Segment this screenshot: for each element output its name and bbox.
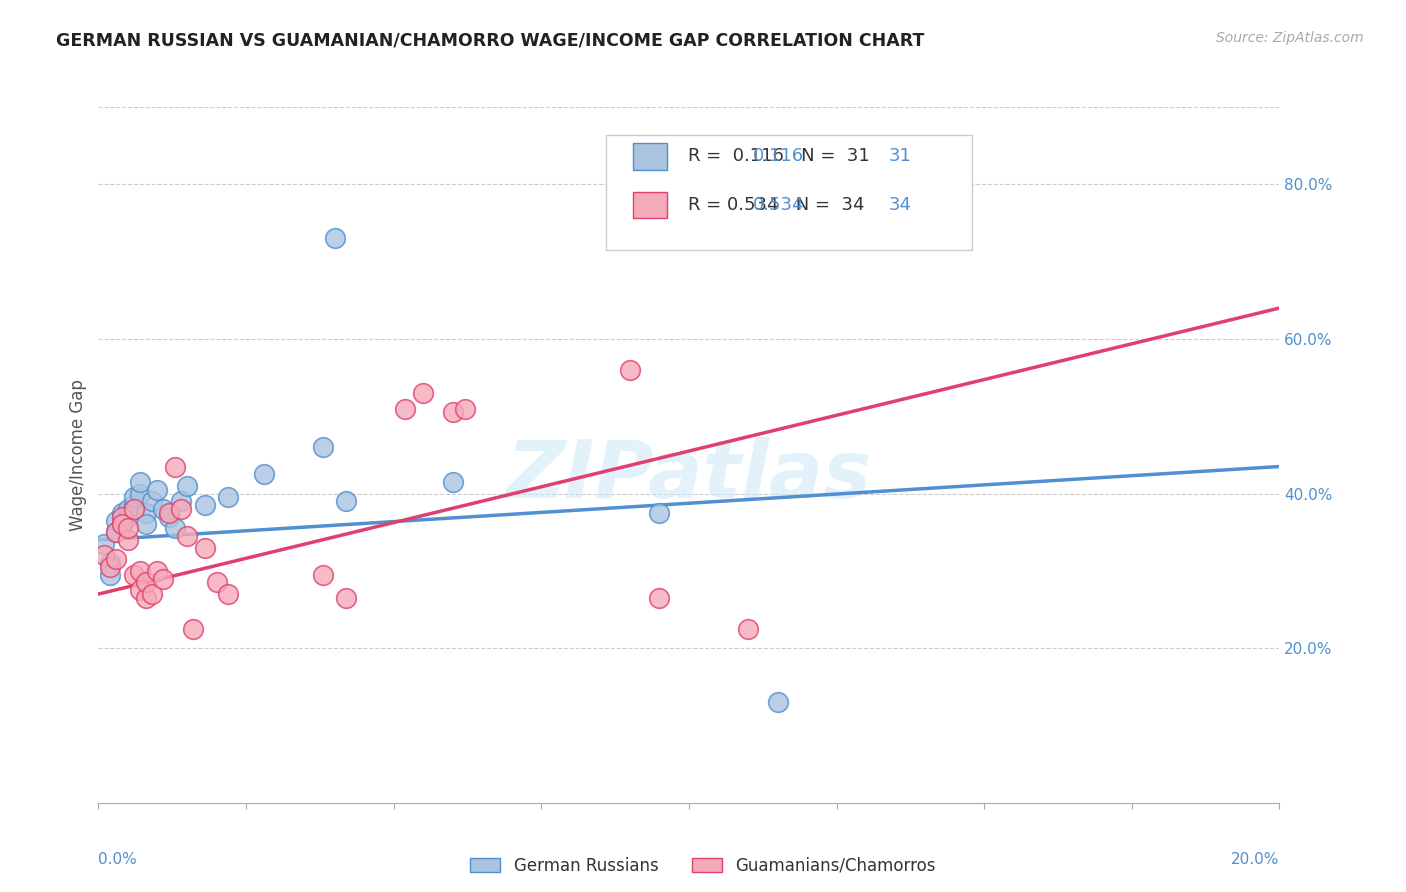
Point bbox=[441, 405, 464, 419]
Point bbox=[141, 494, 163, 508]
Point bbox=[737, 622, 759, 636]
Text: 34: 34 bbox=[889, 196, 911, 214]
Point bbox=[105, 514, 128, 528]
Point bbox=[170, 502, 193, 516]
Point bbox=[98, 567, 121, 582]
Point bbox=[176, 479, 198, 493]
Point bbox=[335, 494, 357, 508]
Point bbox=[135, 591, 157, 605]
Y-axis label: Wage/Income Gap: Wage/Income Gap bbox=[69, 379, 87, 531]
Point bbox=[394, 401, 416, 416]
Point bbox=[146, 564, 169, 578]
Point bbox=[122, 567, 145, 582]
Point bbox=[194, 541, 217, 555]
Point bbox=[170, 494, 193, 508]
Point bbox=[194, 498, 217, 512]
Point bbox=[648, 591, 671, 605]
Point bbox=[412, 386, 434, 401]
Point bbox=[93, 537, 115, 551]
Point bbox=[122, 498, 145, 512]
Text: Source: ZipAtlas.com: Source: ZipAtlas.com bbox=[1216, 31, 1364, 45]
Point bbox=[105, 525, 128, 540]
Point bbox=[135, 517, 157, 532]
Point bbox=[152, 572, 174, 586]
Point bbox=[152, 502, 174, 516]
Point bbox=[105, 552, 128, 566]
Point bbox=[105, 525, 128, 540]
Point bbox=[335, 591, 357, 605]
Point bbox=[117, 509, 139, 524]
Point bbox=[141, 587, 163, 601]
Text: 0.116: 0.116 bbox=[752, 147, 804, 165]
Point bbox=[205, 575, 228, 590]
Text: 20.0%: 20.0% bbox=[1232, 852, 1279, 866]
Point bbox=[117, 533, 139, 547]
Point bbox=[176, 529, 198, 543]
Point bbox=[217, 491, 239, 505]
Point bbox=[117, 502, 139, 516]
FancyBboxPatch shape bbox=[634, 192, 666, 219]
Point bbox=[441, 475, 464, 489]
Point bbox=[453, 401, 475, 416]
Point bbox=[253, 467, 276, 482]
Point bbox=[128, 475, 150, 489]
Point bbox=[128, 486, 150, 500]
Point bbox=[117, 521, 139, 535]
Point bbox=[312, 440, 335, 454]
Text: 0.0%: 0.0% bbox=[98, 852, 138, 866]
Legend: German Russians, Guamanians/Chamorros: German Russians, Guamanians/Chamorros bbox=[471, 856, 935, 875]
Point bbox=[128, 564, 150, 578]
Point bbox=[135, 506, 157, 520]
Point bbox=[181, 622, 204, 636]
Point bbox=[111, 509, 134, 524]
Point bbox=[766, 695, 789, 709]
Text: R = 0.534   N =  34: R = 0.534 N = 34 bbox=[688, 196, 865, 214]
Text: R =  0.116   N =  31: R = 0.116 N = 31 bbox=[688, 147, 869, 165]
Point bbox=[165, 459, 187, 474]
Point bbox=[323, 231, 346, 245]
Point bbox=[312, 567, 335, 582]
Point bbox=[648, 506, 671, 520]
Point bbox=[122, 491, 145, 505]
Point bbox=[165, 521, 187, 535]
Point bbox=[619, 363, 641, 377]
Point bbox=[111, 517, 134, 532]
Point bbox=[217, 587, 239, 601]
FancyBboxPatch shape bbox=[634, 144, 666, 169]
FancyBboxPatch shape bbox=[606, 135, 973, 250]
Point bbox=[98, 556, 121, 570]
Text: 0.534: 0.534 bbox=[752, 196, 804, 214]
Point bbox=[157, 509, 180, 524]
Point bbox=[135, 575, 157, 590]
Text: ZIPatlas: ZIPatlas bbox=[506, 437, 872, 515]
Point bbox=[98, 560, 121, 574]
Point bbox=[111, 517, 134, 532]
Point bbox=[111, 506, 134, 520]
Point bbox=[146, 483, 169, 497]
Text: GERMAN RUSSIAN VS GUAMANIAN/CHAMORRO WAGE/INCOME GAP CORRELATION CHART: GERMAN RUSSIAN VS GUAMANIAN/CHAMORRO WAG… bbox=[56, 31, 925, 49]
Point bbox=[157, 506, 180, 520]
Point bbox=[93, 549, 115, 563]
Point bbox=[128, 583, 150, 598]
Point bbox=[122, 502, 145, 516]
Text: 31: 31 bbox=[889, 147, 911, 165]
